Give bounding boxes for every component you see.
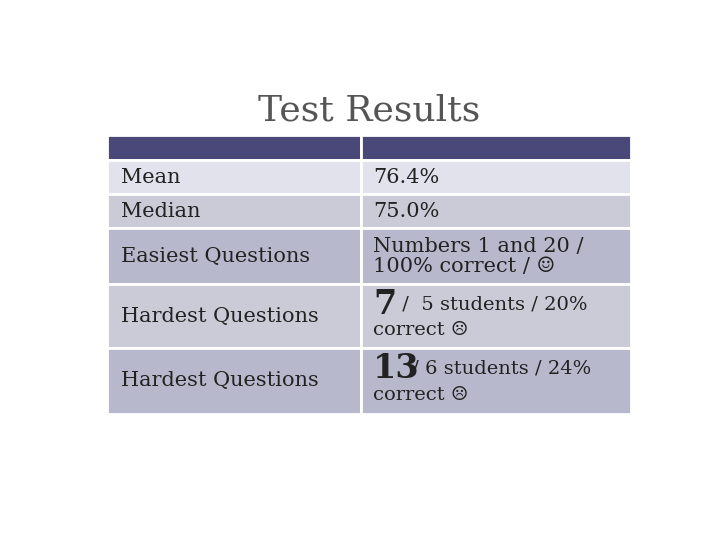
Text: correct ☹: correct ☹ [373,321,468,339]
Text: Numbers 1 and 20 /: Numbers 1 and 20 / [373,237,583,256]
Text: 100% correct / ☺: 100% correct / ☺ [373,257,555,276]
Bar [361,228,631,285]
Text: 75.0%: 75.0% [373,201,439,221]
Bar [107,348,361,414]
Text: Test Results: Test Results [258,94,480,128]
Text: Easiest Questions: Easiest Questions [121,247,310,266]
Text: 7: 7 [373,288,396,321]
Text: correct ☹: correct ☹ [373,387,468,404]
Text: / 6 students / 24%: / 6 students / 24% [406,360,592,378]
Bar [361,160,631,194]
Bar [361,194,631,228]
Bar [361,348,631,414]
Bar [107,160,361,194]
Text: 76.4%: 76.4% [373,167,439,187]
Text: Median: Median [121,201,200,221]
Bar [107,285,361,348]
Bar [107,228,361,285]
Text: Hardest Questions: Hardest Questions [121,372,318,390]
Bar [361,285,631,348]
Bar [361,136,631,160]
Text: Mean: Mean [121,167,180,187]
Text: /  5 students / 20%: / 5 students / 20% [396,296,588,314]
Text: Hardest Questions: Hardest Questions [121,307,318,326]
Text: 13: 13 [373,352,420,386]
Bar [107,194,361,228]
Bar [107,136,361,160]
